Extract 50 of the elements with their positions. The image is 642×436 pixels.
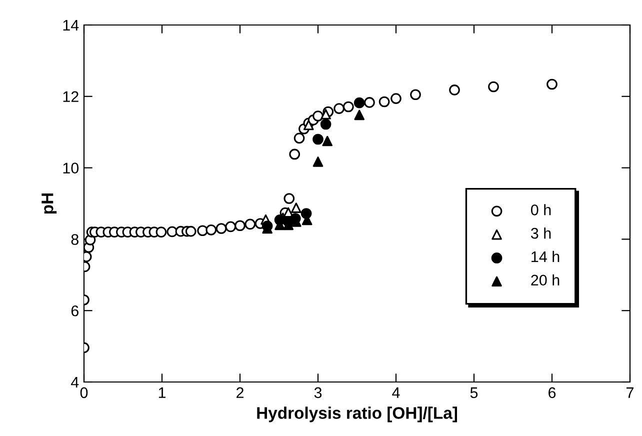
point (284, 193, 295, 204)
point (364, 97, 375, 108)
x-tick-label: 0 (80, 387, 88, 398)
x-tick-label: 7 (626, 387, 634, 398)
legend-label: 14 h (532, 250, 560, 262)
point (244, 218, 256, 230)
point (294, 132, 305, 144)
x-tick-label: 5 (470, 387, 478, 398)
point (342, 101, 354, 112)
y-tick-label: 8 (71, 234, 78, 245)
x-tick-label: 1 (158, 387, 166, 398)
point (312, 156, 324, 167)
point (166, 226, 178, 238)
point (216, 223, 227, 234)
point (354, 110, 364, 120)
point (197, 225, 208, 236)
point (410, 89, 421, 100)
point (206, 224, 217, 236)
x-tick-label: 3 (314, 387, 322, 398)
y-tick-label: 4 (70, 377, 79, 388)
y-axis-title: pH (42, 194, 57, 214)
point (225, 221, 236, 232)
point (488, 81, 499, 92)
y-tick-label: 10 (63, 162, 79, 174)
x-axis-title: Hydrolysis ratio [OH]/[La] (257, 406, 458, 422)
point (546, 78, 558, 90)
legend-label: 20 h (531, 274, 560, 286)
point (312, 110, 324, 122)
y-tick-label: 6 (71, 305, 78, 316)
point (320, 109, 331, 120)
point (185, 226, 196, 237)
point (378, 96, 390, 108)
point (449, 84, 460, 96)
point (291, 202, 302, 213)
y-tick-label: 14 (63, 20, 79, 31)
point (156, 226, 167, 238)
point (322, 136, 333, 146)
x-tick-label: 2 (236, 387, 244, 398)
legend-label: 0 h (530, 204, 551, 216)
x-tick-label: 4 (392, 387, 400, 398)
point (320, 118, 332, 130)
point (289, 148, 300, 160)
legend-label: 3 h (530, 228, 551, 239)
point (390, 93, 402, 104)
point (354, 97, 365, 108)
point (334, 103, 344, 114)
point (234, 220, 246, 232)
y-tick-label: 12 (63, 91, 78, 102)
point (312, 134, 324, 145)
x-tick-label: 6 (548, 387, 556, 398)
